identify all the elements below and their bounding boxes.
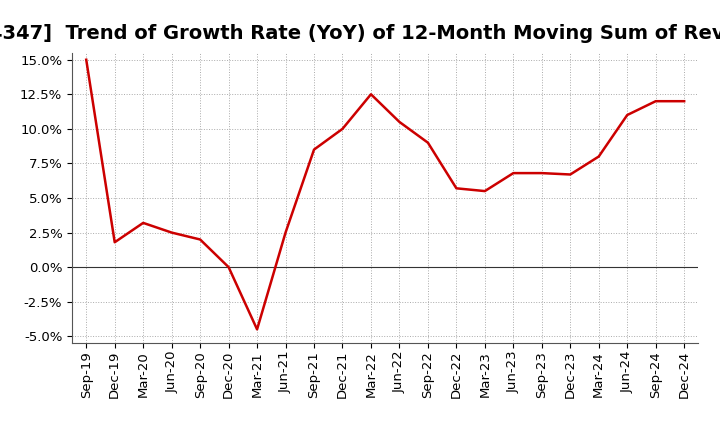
Title: [4347]  Trend of Growth Rate (YoY) of 12-Month Moving Sum of Revenues: [4347] Trend of Growth Rate (YoY) of 12-… (0, 24, 720, 43)
